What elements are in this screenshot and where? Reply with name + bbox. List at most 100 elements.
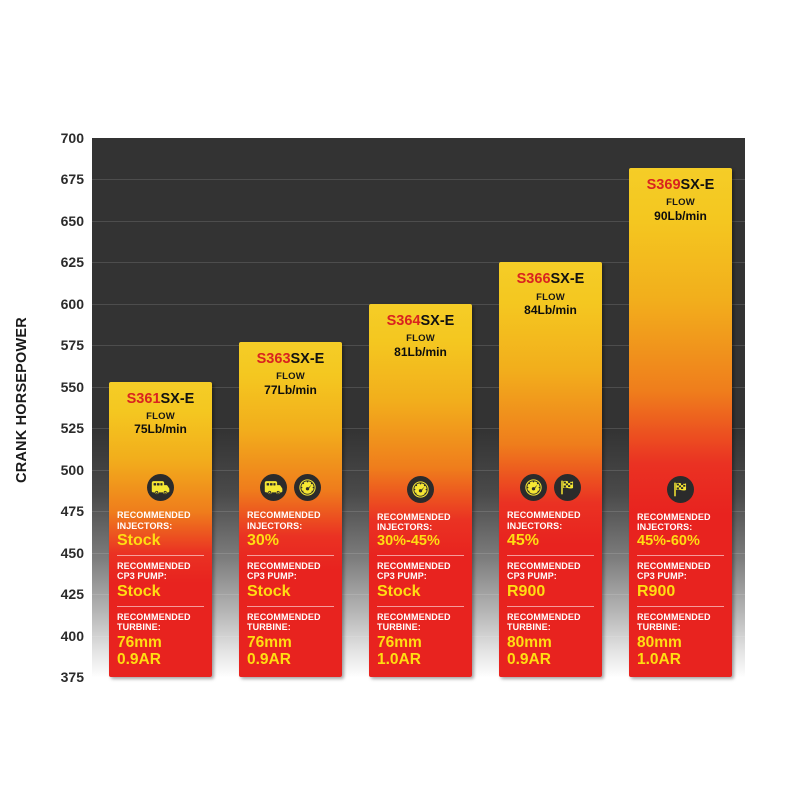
bar-spec-value: 80mm 1.0AR [637, 633, 682, 668]
bar-spec-row: RECOMMENDED TURBINE: 80mm 1.0AR [637, 605, 724, 668]
y-axis-tick-675: 675 [60, 171, 84, 188]
bar-spec-label: RECOMMENDED CP3 PUMP: [247, 560, 321, 582]
bar-spec-label: RECOMMENDED TURBINE: [507, 611, 581, 633]
bar-icon-group [629, 475, 732, 503]
y-axis-title: CRANK HORSEPOWER [10, 270, 34, 530]
bar-s369[interactable]: S369SX-E FLOW 90Lb/min RECOMMENDED INJECTOR… [629, 167, 732, 677]
plot-area: S361SX-E FLOW 75Lb/min RECOMMENDED INJECTOR… [92, 138, 745, 678]
y-axis-title-text: CRANK HORSEPOWER [14, 317, 30, 483]
y-axis-tick-625: 625 [60, 254, 84, 271]
y-axis-tick-labels: 700 675 650 625 600 575 550 525 500 475 450 425 400 3… [40, 131, 84, 684]
bar-spec-label: RECOMMENDED TURBINE: [637, 611, 711, 633]
bar-spec-row: RECOMMENDED INJECTORS: 30% [247, 510, 334, 550]
bar-header: S361SX-E FLOW 75Lb/min [109, 382, 212, 437]
bar-spec-row: RECOMMENDED TURBINE: 76mm 1.0AR [377, 605, 464, 668]
bar-spec-value: R900 [637, 583, 676, 601]
bar-s364[interactable]: S364SX-E FLOW 81Lb/min RECOMMENDED INJECTOR… [369, 303, 472, 677]
bar-spec-label: RECOMMENDED INJECTORS: [117, 510, 191, 531]
bar-spec-value: 30% [247, 532, 280, 550]
bar-spec-value: 45%-60% [637, 532, 700, 549]
y-axis-tick-600: 600 [60, 295, 84, 312]
y-axis-tick-650: 650 [60, 212, 84, 229]
bar-spec-value: Stock [247, 583, 291, 601]
bar-spec-row: RECOMMENDED CP3 PUMP: R900 [637, 554, 724, 601]
bar-header: S364SX-E FLOW 81Lb/min [369, 304, 472, 359]
bar-spec-row: RECOMMENDED INJECTORS: 45% [507, 510, 594, 550]
bar-spec-row: RECOMMENDED CP3 PUMP: Stock [377, 554, 464, 601]
racing-flag-icon [554, 474, 581, 502]
bar-spec-row: RECOMMENDED INJECTORS: Stock [117, 510, 204, 550]
bar-flow-label: FLOW [666, 197, 695, 209]
bar-model-suffix: SX-E [550, 271, 585, 288]
bar-model-name: S366SX-E [508, 272, 593, 287]
gridline-625 [92, 262, 745, 264]
bar-s366[interactable]: S366SX-E FLOW 84Lb/min RECOMMENDED INJECTOR… [499, 262, 602, 677]
bar-spec-label: RECOMMENDED TURBINE: [247, 611, 321, 633]
y-axis-tick-475: 475 [60, 503, 84, 520]
truck-icon [147, 474, 174, 502]
gauge-icon [407, 475, 434, 503]
gridline-375 [92, 677, 745, 678]
bar-flow-label: FLOW [146, 411, 175, 423]
y-axis-tick-575: 575 [60, 337, 84, 354]
bar-model-suffix: SX-E [680, 176, 715, 193]
bar-header: S363SX-E FLOW 77Lb/min [239, 342, 342, 397]
bar-spec-list: RECOMMENDED INJECTORS: 45% RECOMMENDED CP3… [499, 510, 602, 677]
bar-s363[interactable]: S363SX-E FLOW 77Lb/min RECOMMENDED INJECTOR… [239, 342, 342, 677]
bar-spec-value: R900 [507, 583, 546, 601]
y-axis-tick-375: 375 [60, 669, 84, 685]
bar-flow-label: FLOW [536, 291, 565, 303]
gauge-icon [520, 474, 547, 502]
bar-spec-value: 76mm 0.9AR [117, 633, 162, 668]
y-axis-tick-425: 425 [60, 586, 84, 603]
bar-model-code: S363 [256, 351, 291, 367]
bar-model-name: S364SX-E [378, 312, 463, 329]
gridline-675 [92, 179, 745, 181]
bar-s361[interactable]: S361SX-E FLOW 75Lb/min RECOMMENDED INJECTOR… [109, 381, 212, 677]
y-axis-tick-700: 700 [60, 130, 84, 146]
bar-spec-row: RECOMMENDED INJECTORS: 45%-60% [637, 512, 724, 550]
bar-spec-label: RECOMMENDED INJECTORS: [637, 511, 711, 533]
bar-icon-group [499, 474, 602, 502]
bar-spec-label: RECOMMENDED CP3 PUMP: [377, 560, 451, 582]
y-axis-tick-525: 525 [60, 420, 84, 437]
bar-flow-value: 77Lb/min [264, 382, 317, 397]
bar-spec-label: RECOMMENDED TURBINE: [377, 611, 451, 633]
bar-spec-row: RECOMMENDED CP3 PUMP: R900 [507, 554, 594, 601]
bar-spec-label: RECOMMENDED CP3 PUMP: [117, 560, 191, 582]
bar-header: S366SX-E FLOW 84Lb/min [499, 262, 602, 317]
bar-model-name: S363SX-E [248, 351, 333, 367]
truck-icon [260, 474, 287, 502]
bar-flow-label: FLOW [406, 333, 435, 345]
bar-spec-value: 80mm 0.9AR [507, 633, 552, 668]
gauge-icon [294, 474, 321, 502]
bar-spec-row: RECOMMENDED TURBINE: 80mm 0.9AR [507, 605, 594, 668]
bar-spec-row: RECOMMENDED INJECTORS: 30%-45% [377, 512, 464, 550]
bar-spec-list: RECOMMENDED INJECTORS: 45%-60% RECOMMENDED… [629, 512, 732, 677]
bar-model-name: S369SX-E [638, 176, 723, 193]
bar-flow-value: 84Lb/min [524, 303, 577, 318]
y-axis-tick-400: 400 [60, 627, 84, 644]
bar-spec-row: RECOMMENDED TURBINE: 76mm 0.9AR [117, 605, 204, 668]
bar-flow-value: 81Lb/min [394, 344, 447, 359]
bar-spec-list: RECOMMENDED INJECTORS: 30%-45% RECOMMENDED… [369, 512, 472, 677]
bar-model-suffix: SX-E [290, 351, 325, 367]
y-axis-tick-450: 450 [60, 544, 84, 561]
bar-icon-group [369, 475, 472, 503]
bar-model-suffix: SX-E [420, 312, 455, 329]
bar-icon-group [239, 474, 342, 502]
bar-spec-list: RECOMMENDED INJECTORS: 30% RECOMMENDED CP3… [239, 510, 342, 677]
bar-model-code: S364 [386, 312, 421, 329]
bar-spec-label: RECOMMENDED INJECTORS: [507, 510, 581, 531]
bar-spec-value: Stock [377, 583, 421, 601]
bar-spec-row: RECOMMENDED CP3 PUMP: Stock [247, 554, 334, 601]
bar-spec-label: RECOMMENDED INJECTORS: [247, 510, 321, 531]
y-axis-tick-550: 550 [60, 378, 84, 395]
bar-flow-label: FLOW [276, 371, 305, 383]
bar-header: S369SX-E FLOW 90Lb/min [629, 168, 732, 223]
bar-spec-value: 45% [507, 532, 540, 550]
gridline-650 [92, 220, 745, 222]
bar-model-suffix: SX-E [160, 390, 195, 407]
bar-spec-row: RECOMMENDED TURBINE: 76mm 0.9AR [247, 605, 334, 668]
